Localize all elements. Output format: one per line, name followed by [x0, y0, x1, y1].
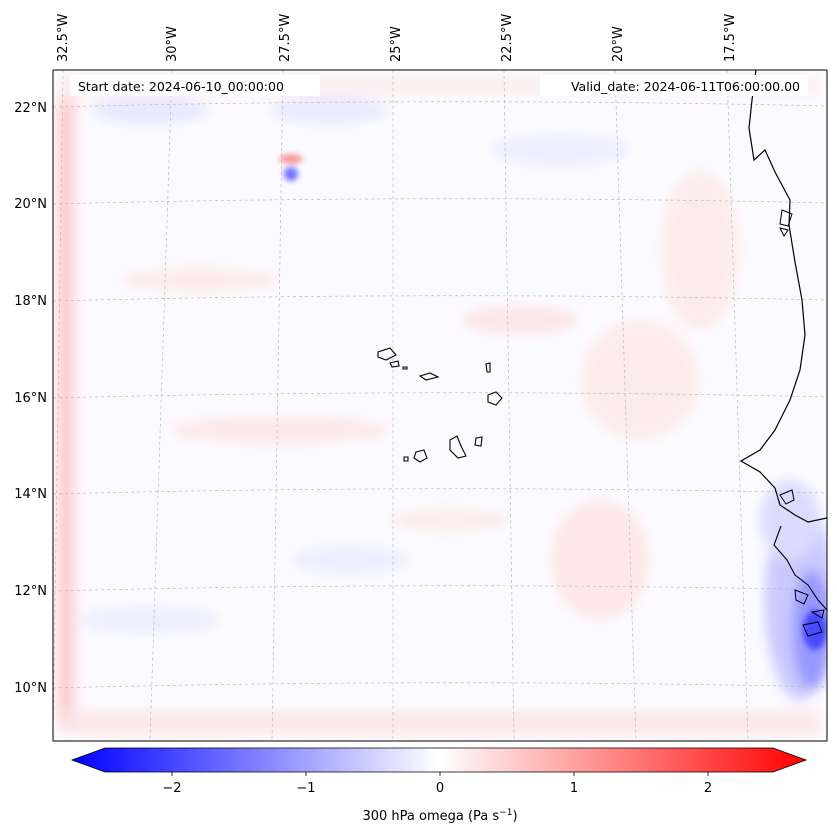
colorbar-body	[70, 747, 808, 773]
colorbar-tick-label: 0	[436, 781, 444, 796]
cape-verde-islands	[377, 347, 503, 463]
lon-label: 30°W	[165, 26, 180, 62]
lat-label: 20°N	[14, 197, 47, 212]
lat-label: 12°N	[14, 584, 47, 599]
lon-label: 22.5°W	[500, 14, 515, 62]
lat-label: 22°N	[14, 101, 47, 116]
colorbar-tick-label: 2	[704, 781, 712, 796]
island-fogo	[413, 449, 428, 463]
island-santo-antao	[377, 347, 397, 361]
map-frame	[52, 69, 828, 742]
lat-label: 16°N	[14, 391, 47, 406]
africa-coastline-south	[773, 525, 827, 611]
lon-label: 25°W	[389, 26, 404, 62]
coast-islands-east	[779, 209, 825, 637]
valid-date-box	[540, 75, 808, 96]
latitude-labels: 22°N 20°N 18°N 16°N 14°N 12°N 10°N	[14, 101, 47, 696]
start-date-text: Start date: 2024-06-10_00:00:00	[78, 79, 284, 94]
graticule	[53, 70, 827, 741]
island-sao-nicolau	[418, 372, 440, 381]
lat-label: 14°N	[14, 487, 47, 502]
colorbar-label: 300 hPa omega (Pa s−1)	[362, 808, 517, 824]
lon-label: 27.5°W	[278, 14, 293, 62]
colorbar-tick-label: 1	[570, 781, 578, 796]
island-maio	[474, 436, 483, 447]
map-background	[53, 70, 827, 741]
island-sao-vicente	[389, 360, 400, 368]
lon-label: 20°W	[611, 26, 626, 62]
colorbar-tick-label: −2	[162, 781, 181, 796]
lon-label: 17.5°W	[723, 14, 738, 62]
colorbar-tick-label: −1	[296, 781, 315, 796]
island-santa-luzia	[402, 366, 408, 370]
island-sal	[485, 362, 491, 373]
lon-label: 32.5°W	[56, 14, 71, 62]
africa-coastline	[739, 70, 827, 523]
lat-label: 18°N	[14, 294, 47, 309]
start-date-box	[70, 75, 320, 96]
island-boa-vista	[487, 391, 503, 406]
valid-date-text: Valid_date: 2024-06-11T06:00:00.00	[571, 79, 800, 94]
colorbar: −2 −1 0 1 2 300 hPa omega (Pa s−1)	[70, 747, 808, 824]
longitude-labels: 32.5°W 30°W 27.5°W 25°W 22.5°W 20°W 17.5…	[56, 14, 738, 62]
colorbar-ticks	[171, 772, 709, 776]
island-santiago	[449, 435, 467, 459]
lat-label: 10°N	[14, 681, 47, 696]
island-brava	[403, 456, 409, 462]
